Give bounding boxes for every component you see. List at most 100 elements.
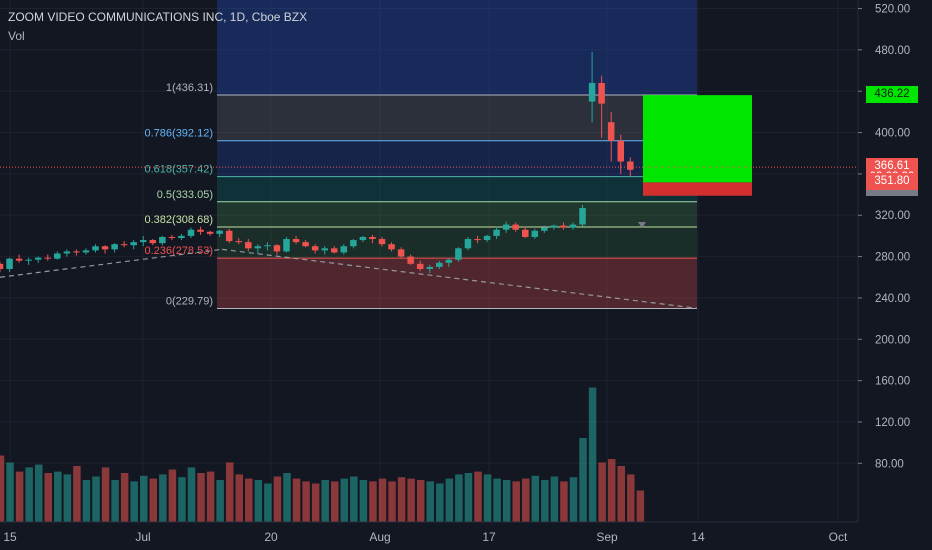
volume-bar <box>627 474 635 522</box>
candle-body[interactable] <box>474 239 481 241</box>
candle-body[interactable] <box>378 239 386 245</box>
candle-body[interactable] <box>292 239 300 243</box>
candle-body[interactable] <box>350 240 357 247</box>
x-tick-label: 17 <box>482 530 496 544</box>
x-tick-label: Aug <box>369 530 390 544</box>
candle-body[interactable] <box>464 239 472 249</box>
candle-body[interactable] <box>245 242 252 249</box>
candle-body[interactable] <box>550 225 558 228</box>
candle-body[interactable] <box>6 258 13 269</box>
candle-body[interactable] <box>407 256 414 264</box>
candle-body[interactable] <box>340 246 348 253</box>
candle-body[interactable] <box>302 242 309 247</box>
y-tick-label: 80.00 <box>875 458 904 470</box>
candle-body[interactable] <box>273 245 281 252</box>
candle-body[interactable] <box>197 229 204 232</box>
candle-body[interactable] <box>159 236 166 244</box>
volume-bar <box>359 480 368 522</box>
candle-body[interactable] <box>82 250 90 253</box>
candle-body[interactable] <box>92 246 99 251</box>
candle-body[interactable] <box>283 239 290 252</box>
candle-body[interactable] <box>388 244 395 250</box>
candle-body[interactable] <box>416 263 424 269</box>
candle-body[interactable] <box>216 230 223 234</box>
candle-body[interactable] <box>0 263 4 269</box>
candle-body[interactable] <box>168 236 176 238</box>
candle-body[interactable] <box>130 242 137 246</box>
target-zone[interactable] <box>643 95 752 183</box>
candle-body[interactable] <box>44 257 52 259</box>
candle-body[interactable] <box>426 266 434 269</box>
candle-body[interactable] <box>588 82 596 102</box>
candle-body[interactable] <box>560 225 567 228</box>
candle-body[interactable] <box>63 251 71 254</box>
volume-bar <box>34 464 43 522</box>
x-tick-label: 14 <box>691 530 705 544</box>
candle-body[interactable] <box>206 231 214 234</box>
candle-body[interactable] <box>331 248 338 253</box>
stop-zone[interactable] <box>643 182 752 196</box>
candle-body[interactable] <box>254 246 262 249</box>
candle-body[interactable] <box>140 240 147 243</box>
y-tick-label: 400.00 <box>875 128 910 140</box>
x-tick-label: Oct <box>829 530 848 544</box>
candle-body[interactable] <box>225 230 233 242</box>
candle-body[interactable] <box>445 259 453 263</box>
volume-bar <box>512 481 520 522</box>
volume-bar <box>25 467 33 522</box>
volume-bar <box>340 478 349 522</box>
candle-body[interactable] <box>483 235 491 241</box>
candle-body[interactable] <box>436 262 443 267</box>
candle-body[interactable] <box>569 224 577 228</box>
candle-body[interactable] <box>579 208 586 225</box>
volume-bar <box>302 481 310 522</box>
volume-bar <box>168 469 177 522</box>
candle-body[interactable] <box>512 224 519 230</box>
candle-body[interactable] <box>25 259 32 261</box>
volume-bar <box>73 466 81 522</box>
trend-line-down[interactable] <box>221 248 698 309</box>
candle-body[interactable] <box>359 236 367 241</box>
candle-body[interactable] <box>34 257 42 260</box>
candle-body[interactable] <box>54 253 61 259</box>
candle-body[interactable] <box>617 140 625 162</box>
candle-body[interactable] <box>607 122 615 141</box>
fib-level-label: 1(436.31) <box>166 82 213 94</box>
candle-body[interactable] <box>541 227 548 231</box>
candle-body[interactable] <box>235 241 243 243</box>
y-tick-label: 120.00 <box>875 417 910 429</box>
candle-body[interactable] <box>101 246 109 250</box>
candle-body[interactable] <box>311 246 319 251</box>
candle-body[interactable] <box>149 240 157 244</box>
volume-bar <box>474 471 482 522</box>
candle-body[interactable] <box>187 229 195 236</box>
volume-indicator-label[interactable]: Vol <box>8 29 25 43</box>
candle-body[interactable] <box>493 229 500 236</box>
candle-body[interactable] <box>531 230 539 237</box>
candle-body[interactable] <box>397 249 405 257</box>
candle-body[interactable] <box>502 224 510 230</box>
candle-body[interactable] <box>522 229 529 237</box>
volume-bar <box>0 455 5 522</box>
candle-body[interactable] <box>321 248 328 251</box>
candle-body[interactable] <box>111 244 118 250</box>
candle-body[interactable] <box>178 235 185 238</box>
candle-body[interactable] <box>264 245 271 247</box>
candle-body[interactable] <box>369 236 376 240</box>
fib-level-label: 0(229.79) <box>166 295 213 307</box>
candle-body[interactable] <box>598 82 605 104</box>
y-tick-label: 200.00 <box>875 334 910 346</box>
candle-body[interactable] <box>73 251 80 253</box>
price-badge: 436.22 <box>866 86 918 104</box>
candle-body[interactable] <box>627 161 634 170</box>
candle-body[interactable] <box>455 248 462 260</box>
volume-bar <box>331 481 339 522</box>
candle-body[interactable] <box>120 244 128 246</box>
volume-bar <box>607 459 616 522</box>
volume-bar <box>407 478 415 522</box>
trend-line-up[interactable] <box>0 248 223 278</box>
x-tick-label: Sep <box>596 530 618 544</box>
candle-body[interactable] <box>15 258 23 261</box>
